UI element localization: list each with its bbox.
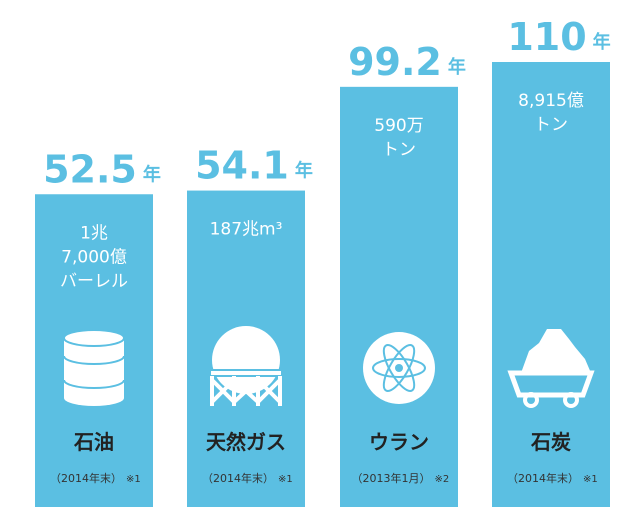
unit-label: 年 (143, 163, 161, 185)
icon-tank (212, 326, 280, 394)
icon-barrel-hoop (63, 355, 125, 365)
reserve-text: トン (382, 140, 416, 160)
date-note: （2014年末） (50, 471, 122, 485)
ref-note: ※1 (278, 474, 293, 485)
category-label: 石油 (73, 430, 114, 454)
reserve-text: 1兆 (80, 223, 108, 243)
icon-atom-core (395, 364, 403, 372)
icon-atom-orbit (382, 344, 416, 392)
icon-atom-orbit (372, 358, 426, 378)
unit-label: 年 (448, 56, 466, 78)
unit-label: 年 (295, 160, 313, 182)
reserve-text: バーレル (60, 271, 128, 291)
category-label: 天然ガス (206, 430, 286, 454)
reserve-text: 187兆m³ (210, 220, 283, 240)
unit-label: 年 (593, 31, 611, 53)
value-label: 110 (507, 15, 586, 59)
icon-barrel (64, 330, 124, 406)
icon-tank-legs (210, 376, 282, 406)
reserve-text: 7,000億 (61, 247, 127, 267)
category-label: 石炭 (530, 430, 571, 454)
value-label: 99.2 (348, 40, 442, 84)
icon (63, 329, 125, 406)
icon-cart-wheel (563, 392, 579, 408)
ref-note: ※1 (126, 474, 141, 485)
ref-note: ※1 (583, 474, 598, 485)
ref-note: ※2 (435, 474, 450, 485)
bar (340, 86, 458, 507)
icon-atom-orbit (382, 344, 416, 392)
icon (363, 332, 435, 404)
icon-barrel-hoop (63, 379, 125, 389)
reserve-text: 8,915億 (518, 91, 584, 111)
icon-cart-wheel (523, 392, 539, 408)
icon (507, 329, 595, 408)
bar (492, 62, 610, 507)
value-label: 54.1 (195, 144, 289, 188)
icon-cart (507, 370, 595, 398)
value-label: 52.5 (43, 147, 137, 191)
icon-barrel-top (63, 329, 125, 347)
date-note: （2014年末） (202, 471, 274, 485)
reserve-text: トン (534, 115, 568, 135)
date-note: （2014年末） (507, 471, 579, 485)
icon-coal (521, 329, 591, 373)
category-label: ウラン (369, 430, 429, 454)
reserve-text: 590万 (374, 116, 423, 136)
date-note: （2013年1月） (352, 471, 431, 485)
icon-tank-band (209, 369, 283, 377)
icon (209, 326, 283, 406)
